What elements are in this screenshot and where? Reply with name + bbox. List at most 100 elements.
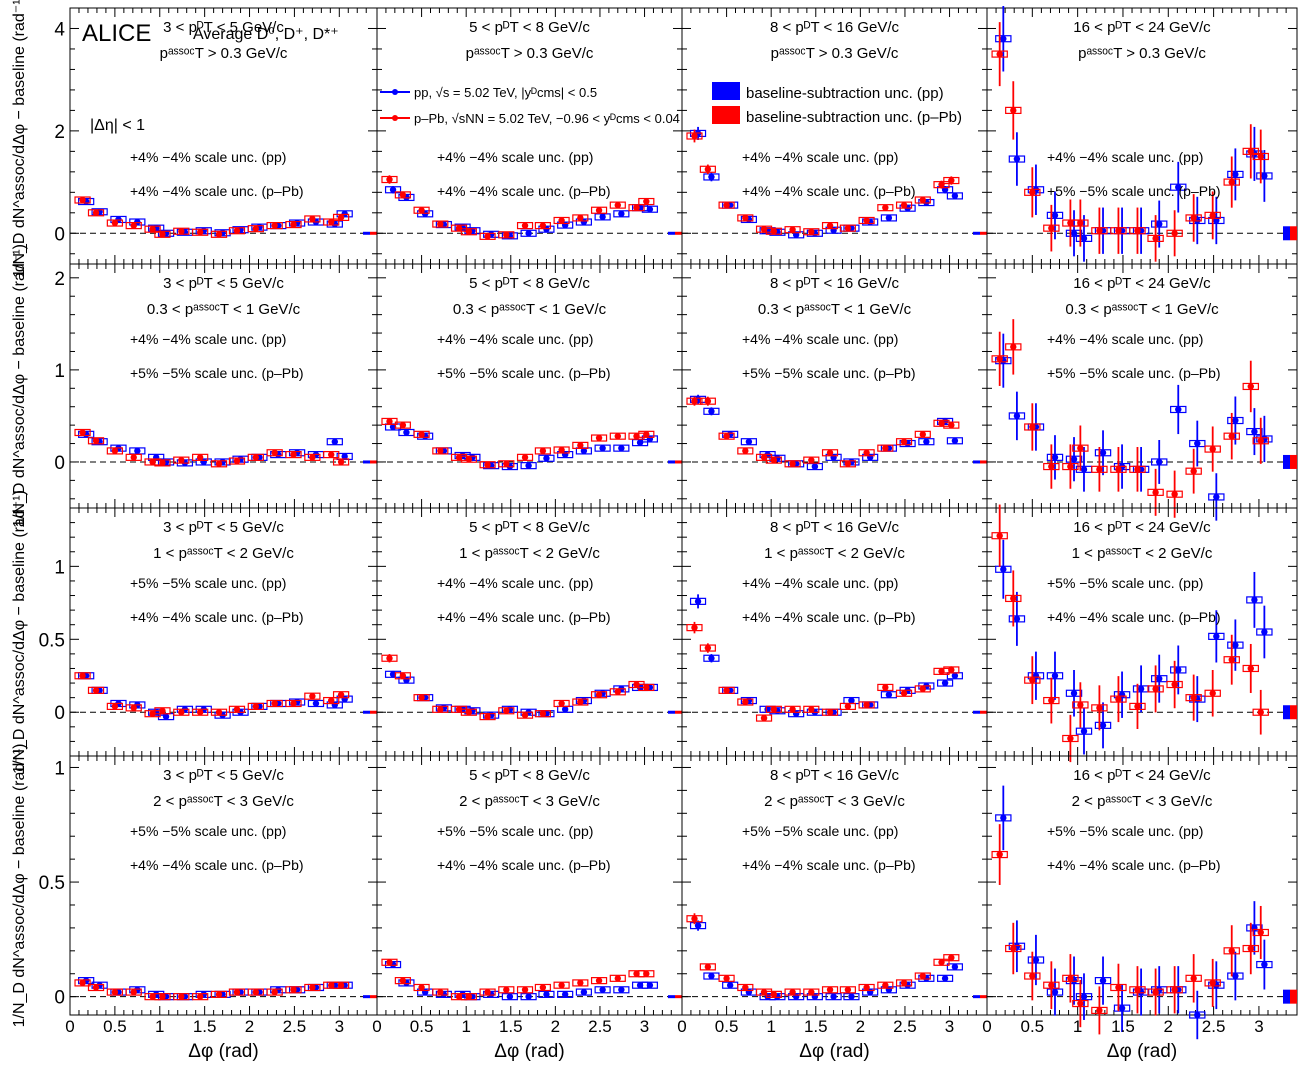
data-point-pp <box>312 700 320 707</box>
data-point-pp <box>1251 924 1258 932</box>
data-point-pp <box>599 986 606 993</box>
data-point-ppb <box>271 988 278 996</box>
data-point-ppb <box>159 231 166 238</box>
data-point-ppb <box>1134 227 1141 234</box>
data-point-pp <box>561 706 569 713</box>
baseline-unc-pp <box>668 995 675 999</box>
x-axis-title: Δφ (rad) <box>188 1041 258 1062</box>
scale-unc-ppb: +5% −5% scale unc. (p–Pb) <box>437 365 611 381</box>
data-point-ppb <box>386 959 393 966</box>
scale-unc-pp: +4% −4% scale unc. (pp) <box>742 331 898 347</box>
data-point-ppb <box>691 915 698 922</box>
data-point-ppb <box>455 706 463 713</box>
data-point-ppb <box>643 970 650 977</box>
data-point-pp <box>525 993 532 1000</box>
data-point-ppb <box>159 707 166 714</box>
data-point-ppb <box>271 700 278 707</box>
data-point-pp <box>951 437 959 444</box>
data-point-ppb <box>1228 947 1235 955</box>
data-point-ppb <box>1171 681 1178 688</box>
data-point-ppb <box>418 431 425 438</box>
data-point-ppb <box>1048 982 1055 989</box>
baseline-unc-ppb <box>675 710 682 714</box>
data-point-pp <box>923 438 930 445</box>
data-point-ppb <box>826 986 834 993</box>
data-point-pp <box>618 986 625 993</box>
x-tick-label: 3 <box>335 1017 344 1036</box>
data-point-ppb <box>521 454 529 461</box>
data-point-pp <box>646 206 654 213</box>
data-point-ppb <box>770 456 778 464</box>
baseline-unc-ppb <box>980 460 987 464</box>
data-point-ppb <box>1152 988 1159 996</box>
baseline-unc-pp <box>1283 454 1290 469</box>
assoc-bin-label: 2 < pᵃˢˢᵒᶜT < 3 GeV/c <box>1072 793 1213 810</box>
data-point-ppb <box>386 418 393 425</box>
data-point-pp <box>389 671 397 678</box>
data-point-ppb <box>79 196 86 204</box>
data-point-pp <box>848 993 855 1000</box>
data-point-ppb <box>1134 703 1141 710</box>
data-point-ppb <box>1134 986 1141 993</box>
scale-unc-ppb: +4% −4% scale unc. (p–Pb) <box>130 183 304 199</box>
data-point-pp <box>1232 171 1239 178</box>
data-point-pp <box>1232 972 1239 980</box>
data-point-pp <box>1000 35 1007 42</box>
data-point-ppb <box>595 434 603 442</box>
data-point-pp <box>885 214 893 222</box>
data-point-pp <box>525 230 532 237</box>
y-tick-label: 2 <box>54 122 65 143</box>
data-point-pp <box>403 429 410 436</box>
assoc-bin-label: 1 < pᵃˢˢᵒᶜT < 2 GeV/c <box>1072 545 1213 562</box>
data-point-ppb <box>844 986 852 993</box>
scale-unc-pp: +4% −4% scale unc. (pp) <box>130 149 286 165</box>
data-point-ppb <box>643 684 650 691</box>
data-point-pp <box>1156 458 1163 466</box>
data-point-ppb <box>130 222 137 229</box>
data-point-pp <box>1251 428 1258 435</box>
data-point-ppb <box>1257 437 1264 444</box>
pt-bin-label: 3 < pᴰT < 5 GeV/c <box>163 767 284 784</box>
scale-unc-pp: +5% −5% scale unc. (pp) <box>130 823 286 839</box>
baseline-unc-pp <box>1283 705 1290 720</box>
data-point-ppb <box>577 442 584 449</box>
assoc-bin-label: 1 < pᵃˢˢᵒᶜT < 2 GeV/c <box>764 545 905 562</box>
data-point-ppb <box>1067 735 1074 742</box>
data-point-ppb <box>215 709 223 716</box>
x-tick-label: 0.5 <box>103 1017 127 1036</box>
data-point-pp <box>726 982 734 989</box>
pt-bin-label: 8 < pᴰT < 16 GeV/c <box>770 519 900 536</box>
data-point-ppb <box>178 456 185 464</box>
data-point-ppb <box>1247 383 1254 390</box>
data-point-ppb <box>252 454 260 461</box>
data-point-ppb <box>742 447 749 455</box>
x-tick-label: 1.5 <box>499 1017 523 1036</box>
data-point-ppb <box>1190 467 1197 475</box>
x-tick-label: 1.5 <box>804 1017 828 1036</box>
data-point-ppb <box>309 215 316 223</box>
data-point-ppb <box>704 963 712 971</box>
data-point-pp <box>525 462 532 469</box>
data-point-ppb <box>1257 153 1264 160</box>
data-point-ppb <box>521 222 529 229</box>
data-point-ppb <box>337 458 345 466</box>
baseline-unc-ppb <box>1290 989 1297 1004</box>
data-point-ppb <box>196 709 204 716</box>
data-point-ppb <box>1048 463 1055 470</box>
data-point-ppb <box>1077 219 1084 227</box>
x-tick-label: 2.5 <box>893 1017 917 1036</box>
data-point-ppb <box>437 988 444 996</box>
data-point-pp <box>1099 722 1107 729</box>
data-point-ppb <box>271 222 278 229</box>
data-point-ppb <box>643 198 650 205</box>
data-point-ppb <box>399 191 407 199</box>
pt-bin-label: 5 < pᴰT < 8 GeV/c <box>469 767 590 784</box>
data-point-ppb <box>723 432 730 440</box>
data-point-ppb <box>826 222 834 229</box>
data-point-ppb <box>1115 695 1122 703</box>
data-point-pp <box>1175 406 1182 413</box>
assoc-bin-label: 2 < pᵃˢˢᵒᶜT < 3 GeV/c <box>459 793 600 810</box>
data-point-pp <box>1051 988 1059 996</box>
data-point-pp <box>618 210 625 218</box>
data-point-ppb <box>455 224 463 232</box>
